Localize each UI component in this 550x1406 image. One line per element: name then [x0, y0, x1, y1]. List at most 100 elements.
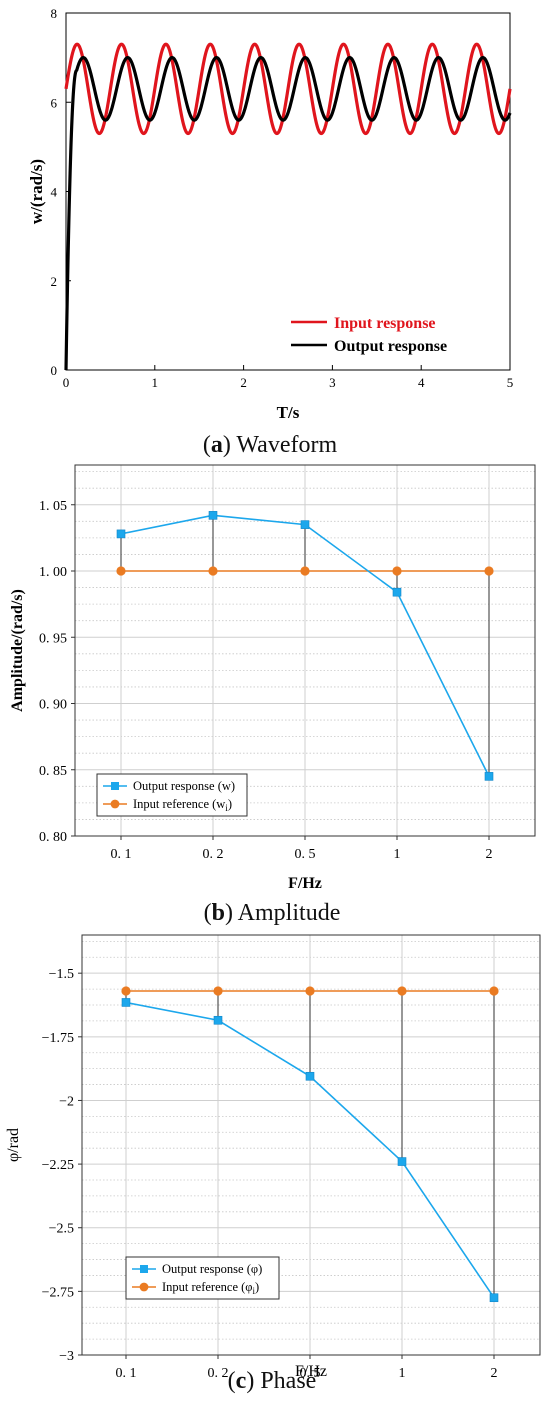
data-point-input	[489, 986, 499, 996]
caption-text: ) Waveform	[223, 432, 338, 458]
y-tick-label: −2	[59, 1094, 74, 1109]
data-point-output	[213, 1015, 223, 1025]
series-input-response	[64, 42, 512, 136]
data-point-input	[208, 566, 218, 576]
x-axis-label: F/Hz	[288, 875, 322, 892]
data-point-input	[116, 566, 126, 576]
y-tick-label: 8	[51, 6, 58, 21]
x-tick-label: 5	[507, 375, 514, 390]
caption-letter: c	[236, 1368, 247, 1394]
legend-label-input-end: )	[255, 1280, 259, 1294]
x-tick-label: 0. 5	[295, 847, 316, 862]
legend-label-input: Input reference (wi)	[133, 797, 232, 813]
legend-label-output: Output response	[334, 338, 447, 355]
y-tick-label: 0. 85	[39, 764, 67, 779]
y-tick-label: 0. 90	[39, 698, 67, 713]
legend-label-output: Output response (w)	[133, 779, 235, 793]
x-tick-label: 0. 5	[300, 1366, 321, 1381]
x-tick-label: 2	[486, 847, 493, 862]
data-point-output	[305, 1071, 315, 1081]
legend-marker-input	[139, 1282, 149, 1292]
data-point-output	[121, 998, 131, 1007]
y-axis-label: Amplitude/(rad/s)	[9, 589, 26, 712]
x-tick-label: 0. 2	[203, 847, 224, 862]
y-tick-label: 1. 00	[39, 565, 67, 580]
data-point-output	[489, 1293, 499, 1303]
legend-waveform: Input response Output response	[291, 315, 447, 355]
y-axis-label: w/(rad/s)	[27, 159, 46, 224]
legend-label-output: Output response (φ)	[162, 1262, 262, 1276]
caption-letter: b	[212, 900, 225, 926]
legend-label-input-main: Input reference (w	[133, 797, 225, 811]
y-tick-label: 0. 80	[39, 830, 67, 845]
chart-amplitude: 0. 1 0. 2 0. 5 1 2 0. 80 0. 85 0. 90 0. 95 1. 00 1…	[9, 464, 536, 892]
y-tick-label: 2	[51, 274, 58, 289]
legend-label-input-end: )	[228, 797, 232, 811]
x-tick-label: 1	[399, 1366, 406, 1381]
x-axis-label: F/Hz	[295, 1363, 327, 1380]
caption-letter: a	[211, 432, 223, 458]
y-tick-label: 1. 05	[39, 499, 67, 514]
chart-waveform: 0 1 2 3 4 5 0 2 4 6 8 T/s w/(rad/s) Input response Out…	[27, 6, 513, 422]
x-tick-label: 1	[152, 375, 159, 390]
plot-frame	[81, 934, 541, 1356]
legend: Output response (φ) Input reference (φi)	[125, 1256, 280, 1300]
y-tick-label: 0	[51, 363, 58, 378]
y-tick-label: −1.75	[42, 1031, 74, 1046]
caption-text: ) Phase	[246, 1368, 316, 1394]
legend-label-input-sub: i	[225, 803, 228, 813]
y-tick-label: 4	[51, 185, 58, 200]
data-point-output	[116, 529, 126, 539]
x-tick-label: 2	[491, 1366, 498, 1381]
x-tick-label: 2	[240, 375, 247, 390]
caption-c: (c) Phase	[228, 1368, 317, 1394]
caption-b: (b) Amplitude	[204, 900, 341, 926]
data-point-input	[121, 986, 131, 996]
x-tick-label: 4	[418, 375, 425, 390]
y-axis-label: φ/rad	[5, 1128, 22, 1162]
y-tick-label: −2.25	[42, 1158, 74, 1173]
y-tick-label: −3	[59, 1349, 74, 1364]
legend-box	[96, 773, 248, 817]
y-tick-label: −1.5	[49, 967, 74, 982]
legend-marker-output	[140, 1265, 148, 1273]
legend: Output response (w) Input reference (wi)	[96, 773, 248, 817]
data-point-output	[208, 511, 218, 520]
x-tick-label: 0. 2	[208, 1366, 229, 1381]
legend-label-input: Input reference (φi)	[162, 1280, 259, 1296]
data-point-output	[397, 1157, 407, 1166]
data-point-input	[300, 566, 310, 576]
x-tick-label: 0. 1	[111, 847, 132, 862]
legend-marker-output	[111, 782, 119, 790]
legend-marker-input	[110, 799, 120, 809]
caption-open-paren: (	[204, 900, 212, 926]
caption-a: (a) Waveform	[203, 432, 338, 458]
data-point-input	[213, 986, 223, 996]
x-tick-label: 0	[63, 375, 70, 390]
legend-label-input-sub: i	[253, 1286, 256, 1296]
x-axis-label: T/s	[277, 403, 300, 422]
data-point-input	[484, 566, 494, 576]
y-tick-label: −2.5	[49, 1222, 74, 1237]
data-point-input	[392, 566, 402, 576]
legend-label-input: Input response	[334, 315, 436, 332]
data-point-output	[300, 520, 310, 529]
data-point-input	[305, 986, 315, 996]
caption-open-paren: (	[228, 1368, 236, 1394]
y-tick-label: −2.75	[42, 1285, 74, 1300]
caption-text: ) Amplitude	[225, 900, 340, 926]
x-tick-label: 1	[394, 847, 401, 862]
y-tick-label: 6	[51, 95, 58, 110]
y-tick-label: 0. 95	[39, 631, 67, 646]
legend-box	[125, 1256, 280, 1300]
x-tick-label: 0. 1	[116, 1366, 137, 1381]
chart-phase: 0. 1 0. 2 0. 5 1 2 −3 −2.75 −2.5 −2.25 −2 −1.75 −1.…	[5, 934, 541, 1381]
x-tick-label: 3	[329, 375, 336, 390]
caption-open-paren: (	[203, 432, 211, 458]
data-point-input	[397, 986, 407, 996]
legend-label-input-main: Input reference (φ	[162, 1280, 253, 1294]
data-point-output	[392, 587, 402, 597]
series-output-response	[64, 56, 512, 371]
